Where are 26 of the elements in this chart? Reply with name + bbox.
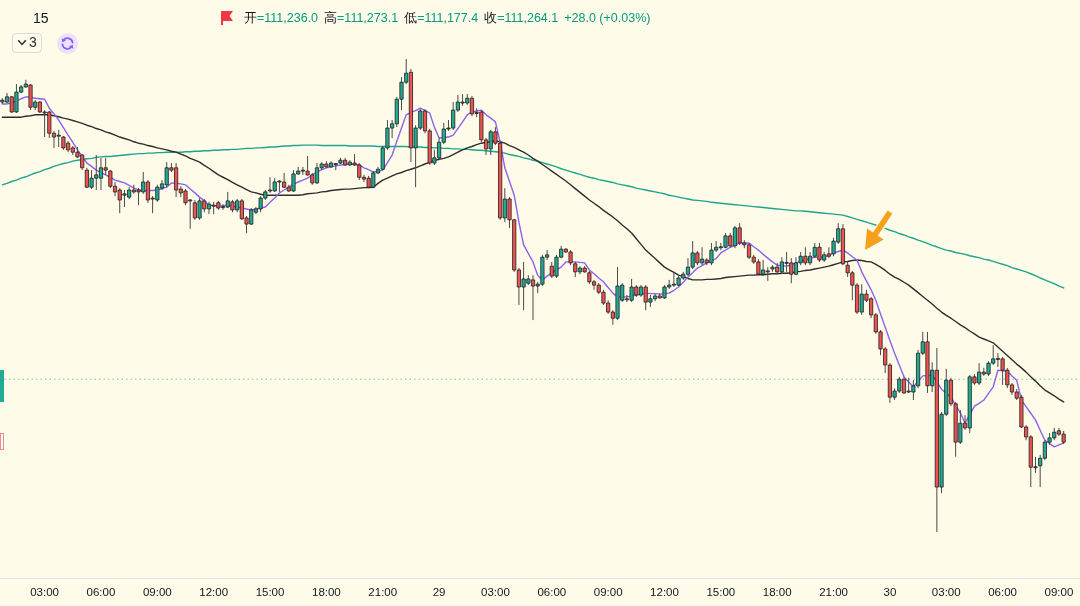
x-tick-label: 18:00 bbox=[762, 586, 792, 599]
x-tick-label: 09:00 bbox=[593, 586, 623, 599]
x-tick-label: 21:00 bbox=[819, 586, 848, 599]
x-tick-label: 21:00 bbox=[368, 586, 398, 599]
text: 3 bbox=[29, 34, 37, 50]
text: 开=111,236.0 bbox=[244, 11, 319, 25]
text: +28.0 (+0.03%) bbox=[564, 11, 651, 25]
x-tick-label: 15:00 bbox=[255, 586, 285, 599]
x-tick-label: 30 bbox=[883, 586, 897, 599]
x-tick-label: 09:00 bbox=[142, 586, 172, 599]
x-tick-label: 03:00 bbox=[931, 586, 961, 599]
text: 低=111,177.4 bbox=[404, 11, 479, 25]
x-tick-label: 12:00 bbox=[650, 586, 679, 599]
x-tick-label: 03:00 bbox=[481, 586, 510, 599]
text: 高=111,273.1 bbox=[324, 11, 399, 25]
text: 收=111,264.1 bbox=[484, 11, 559, 25]
x-tick-label: 29 bbox=[432, 586, 446, 599]
x-tick-label: 15:00 bbox=[706, 586, 736, 599]
x-tick-label: 06:00 bbox=[537, 586, 567, 599]
chart-title: 15 bbox=[33, 10, 49, 27]
x-tick-label: 12:00 bbox=[199, 586, 229, 599]
x-tick-label: 03:00 bbox=[30, 586, 59, 599]
x-tick-label: 06:00 bbox=[988, 586, 1017, 599]
x-tick-label: 06:00 bbox=[86, 586, 116, 599]
x-tick-label: 09:00 bbox=[1044, 586, 1074, 599]
x-tick-label: 18:00 bbox=[311, 586, 341, 599]
